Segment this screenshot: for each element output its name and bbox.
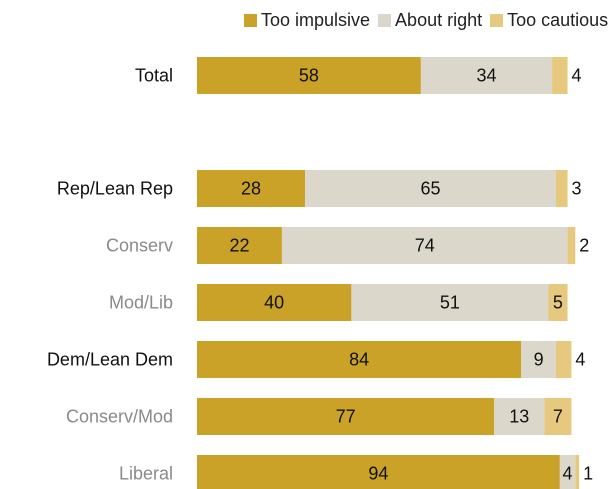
bar-too-impulsive-conserv — [197, 227, 282, 264]
value-label-about-right-conserv-mod: 13 — [509, 407, 529, 427]
value-label-too-cautious-dem-lean-dem: 4 — [575, 350, 585, 370]
category-label-total: Total — [135, 66, 173, 86]
legend-label-about-right: About right — [395, 9, 483, 30]
category-label-mod-lib: Mod/Lib — [109, 293, 173, 313]
legend-swatch-too-cautious — [490, 13, 504, 27]
legend-item-too-impulsive: Too impulsive — [244, 10, 370, 31]
bar-too-cautious-dem-lean-dem — [555, 341, 572, 378]
value-label-too-cautious-conserv-mod: 7 — [553, 407, 563, 427]
bar-too-cautious-conserv-mod — [544, 398, 572, 435]
bar-about-right-dem-lean-dem — [521, 341, 556, 378]
bar-too-cautious-mod-lib — [548, 284, 568, 321]
bar-too-impulsive-liberal — [197, 455, 560, 489]
category-label-conserv: Conserv — [106, 236, 173, 256]
category-label-conserv-mod: Conserv/Mod — [66, 407, 173, 427]
legend-swatch-too-impulsive — [244, 13, 257, 27]
bar-too-impulsive-conserv-mod — [197, 398, 495, 435]
value-label-about-right-liberal: 4 — [563, 464, 573, 484]
category-label-dem-lean-dem: Dem/Lean Dem — [47, 350, 173, 370]
legend-item-about-right: About right — [378, 10, 482, 31]
value-label-too-cautious-mod-lib: 5 — [553, 293, 563, 313]
bar-too-impulsive-dem-lean-dem — [197, 341, 522, 378]
value-label-too-impulsive-dem-lean-dem: 84 — [349, 350, 369, 370]
legend-swatch-about-right — [378, 13, 392, 27]
value-label-too-cautious-total: 4 — [572, 66, 582, 86]
bar-too-impulsive-total — [197, 57, 421, 94]
value-label-about-right-mod-lib: 51 — [440, 293, 460, 313]
value-label-about-right-total: 34 — [476, 66, 496, 86]
value-label-too-impulsive-mod-lib: 40 — [264, 293, 284, 313]
value-label-about-right-rep-lean-rep: 65 — [421, 179, 441, 199]
value-label-too-impulsive-total: 58 — [299, 66, 319, 86]
bar-too-cautious-total — [552, 57, 568, 94]
chart-legend: Too impulsive About right Too cautious — [244, 8, 608, 32]
bar-too-impulsive-rep-lean-rep — [197, 170, 306, 207]
value-label-about-right-conserv: 74 — [415, 236, 435, 256]
value-label-too-cautious-liberal: 1 — [583, 464, 593, 484]
value-label-too-cautious-rep-lean-rep: 3 — [572, 179, 582, 199]
category-label-rep-lean-rep: Rep/Lean Rep — [57, 179, 173, 199]
bar-too-cautious-conserv — [567, 227, 576, 264]
category-label-liberal: Liberal — [119, 464, 173, 484]
legend-label-too-cautious: Too cautious — [507, 9, 608, 30]
value-label-too-impulsive-conserv: 22 — [229, 236, 249, 256]
bar-about-right-mod-lib — [351, 284, 549, 321]
value-label-too-impulsive-conserv-mod: 77 — [336, 407, 356, 427]
bar-about-right-total — [420, 57, 553, 94]
value-label-too-cautious-conserv: 2 — [579, 236, 589, 256]
value-label-too-impulsive-liberal: 94 — [368, 464, 388, 484]
bar-too-cautious-rep-lean-rep — [555, 170, 568, 207]
value-label-about-right-dem-lean-dem: 9 — [534, 350, 544, 370]
bar-too-impulsive-mod-lib — [197, 284, 352, 321]
bar-about-right-conserv-mod — [494, 398, 545, 435]
bar-about-right-conserv — [281, 227, 568, 264]
bar-too-cautious-liberal — [575, 455, 580, 489]
value-label-too-impulsive-rep-lean-rep: 28 — [241, 179, 261, 199]
legend-item-too-cautious: Too cautious — [490, 10, 608, 31]
bar-about-right-rep-lean-rep — [305, 170, 556, 207]
legend-label-too-impulsive: Too impulsive — [261, 9, 371, 30]
bar-about-right-liberal — [559, 455, 576, 489]
